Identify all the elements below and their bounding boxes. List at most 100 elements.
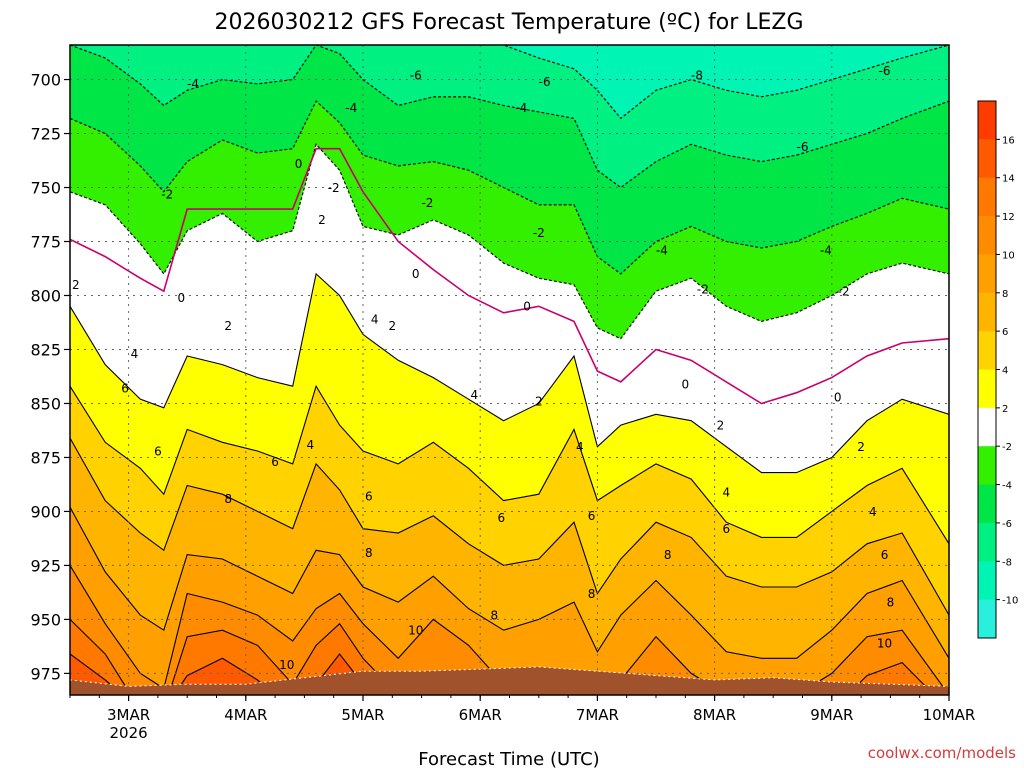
colorbar-swatch	[978, 177, 996, 217]
isotherm-6	[70, 437, 949, 616]
y-tick-label: 700	[30, 71, 61, 90]
colorbar-swatch	[978, 101, 996, 140]
contour-label: 0	[295, 157, 303, 171]
contour-label: 4	[471, 388, 479, 402]
contour-label: 4	[306, 438, 314, 452]
isotherm--2	[70, 143, 949, 340]
contour-label: 4	[131, 347, 139, 361]
y-tick-label: 900	[30, 502, 61, 521]
colorbar-swatch	[978, 599, 996, 639]
contour-label: 6	[154, 444, 162, 458]
colorbar-swatch	[978, 369, 996, 409]
contour-label: 4	[869, 505, 877, 519]
y-tick-label: 750	[30, 179, 61, 198]
contour-label: 4	[371, 313, 379, 327]
y-tick-label: 725	[30, 125, 61, 144]
contour-label: 8	[887, 595, 895, 609]
contour-label: 10	[877, 636, 892, 650]
y-axis: 700 725 750 775 800 825 850 875 900 925 950 975	[30, 71, 70, 683]
contour-label: 2	[535, 395, 543, 409]
contour-label: -6	[539, 75, 551, 89]
x-tick-label: 7MAR	[576, 706, 619, 724]
contour-label: 6	[271, 455, 279, 469]
y-tick-label: 800	[30, 286, 61, 305]
contour-label: 2	[72, 278, 80, 292]
colorbar-label: 10	[1002, 250, 1015, 261]
ground-fill	[70, 666, 949, 695]
contour-label: 8	[490, 608, 498, 622]
isotherm-12	[70, 619, 935, 695]
contour-label: 0	[834, 390, 842, 404]
colorbar: 16 14 12 10 8 6 4 2 -2 -4 -6 -8 -10	[977, 100, 1018, 639]
contour-label: 2	[388, 319, 396, 333]
x-tick-year: 2026	[110, 724, 148, 742]
contour-label: 0	[412, 267, 420, 281]
colorbar-label: 8	[1002, 289, 1008, 300]
colorbar-label: 4	[1002, 366, 1008, 377]
contour-label: -2	[838, 284, 850, 298]
contour-label: 8	[588, 587, 596, 601]
x-tick-label: 6MAR	[459, 706, 502, 724]
isotherm-8	[70, 506, 949, 659]
isotherm--4	[70, 100, 949, 275]
colorbar-label: -10	[1002, 596, 1018, 607]
y-tick-label: 775	[30, 233, 61, 252]
contour-label: 0	[681, 377, 689, 391]
y-tick-label: 875	[30, 448, 61, 467]
contour-label: -4	[656, 243, 668, 257]
temperature-bands	[70, 45, 949, 695]
isotherm-0	[70, 147, 949, 405]
contour-label: 0	[178, 291, 186, 305]
colorbar-swatch	[978, 254, 996, 294]
contour-label: 8	[664, 548, 672, 562]
contour-labels: 0 -2 2 -4 -2 0 2 -4 -6 -4 -6 -8 -6 -6 -4 -4 -2 -2 -2 -2 0 0 0 0…	[72, 64, 894, 672]
contour-label: -2	[421, 196, 433, 210]
contour-label: 6	[365, 490, 373, 504]
colorbar-swatch	[978, 292, 996, 332]
contour-label: -8	[691, 69, 703, 83]
contour-label: -6	[410, 69, 422, 83]
colorbar-swatch	[978, 561, 996, 601]
contour-label: 8	[224, 492, 232, 506]
colorbar-label: -2	[1002, 442, 1012, 453]
contour-label: -2	[328, 181, 340, 195]
colorbar-swatch	[978, 139, 996, 179]
isotherm--6	[70, 45, 949, 189]
colorbar-swatch	[978, 407, 996, 447]
contour-label: 2	[224, 319, 232, 333]
contour-label: 10	[279, 658, 294, 672]
contour-label: -4	[187, 77, 199, 91]
x-tick-label: 5MAR	[341, 706, 384, 724]
colorbar-label: 14	[1002, 174, 1015, 185]
contour-label: 6	[722, 522, 730, 536]
contour-label: 2	[717, 418, 725, 432]
colorbar-label: 2	[1002, 404, 1008, 415]
colorbar-label: 16	[1002, 135, 1015, 146]
contour-label: 6	[121, 382, 129, 396]
x-tick-label: 9MAR	[810, 706, 853, 724]
x-tick-label: 8MAR	[693, 706, 736, 724]
contour-label: 10	[408, 624, 423, 638]
x-tick-label: 3MAR	[107, 706, 150, 724]
contour-label: -2	[697, 282, 709, 296]
colorbar-swatch	[978, 331, 996, 370]
contour-label: 6	[588, 509, 596, 523]
x-tick-label: 4MAR	[224, 706, 267, 724]
contour-label: -2	[161, 187, 173, 201]
contour-label: -4	[515, 101, 527, 115]
colorbar-label: 6	[1002, 327, 1008, 338]
contour-label: -6	[797, 140, 809, 154]
y-tick-label: 825	[30, 340, 61, 359]
isotherm-10	[70, 565, 949, 695]
terrain-ground	[70, 666, 949, 695]
y-tick-label: 850	[30, 394, 61, 413]
band-10	[70, 565, 949, 695]
colorbar-label: -6	[1002, 519, 1012, 530]
credit-text: coolwx.com/models	[868, 744, 1016, 762]
band-12	[70, 619, 935, 695]
isotherm-2	[70, 272, 949, 474]
colorbar-label: 12	[1002, 212, 1015, 223]
band-14	[70, 654, 378, 695]
contour-label: 6	[881, 548, 889, 562]
